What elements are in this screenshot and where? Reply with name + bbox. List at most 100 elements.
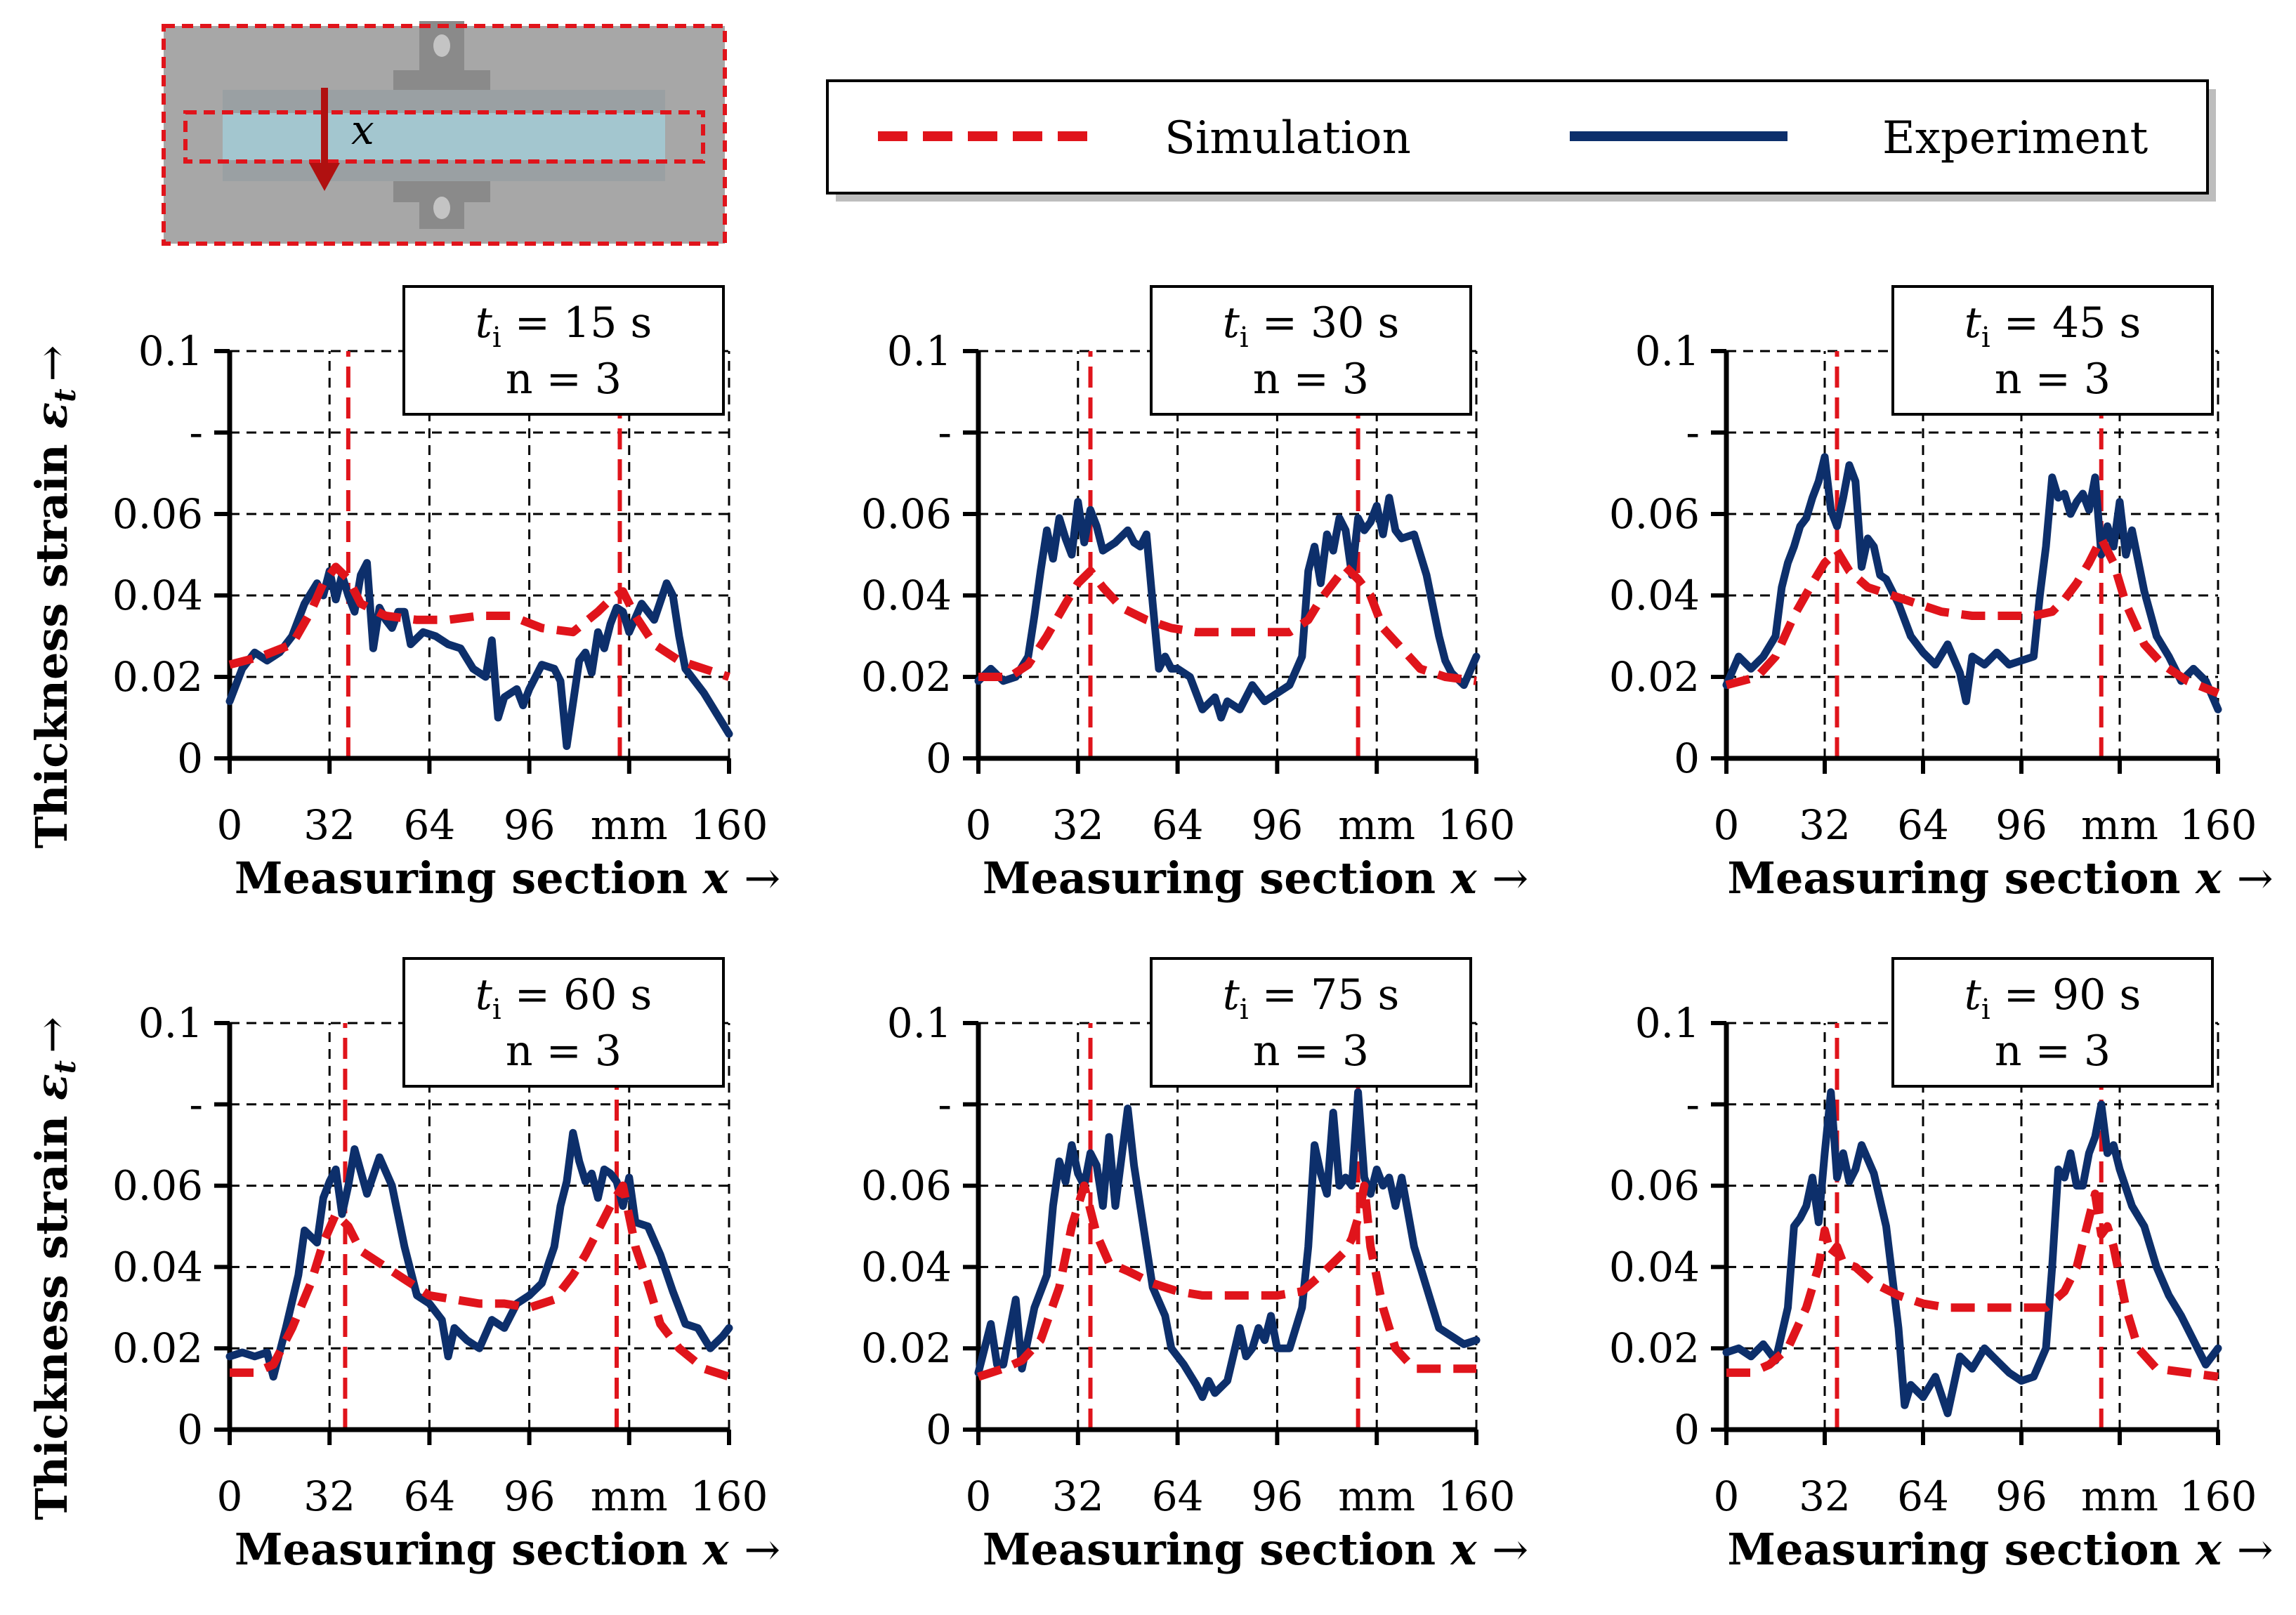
x-axis-label: Measuring section x → bbox=[983, 1524, 1528, 1575]
y-tick-label: 0 bbox=[177, 1406, 203, 1454]
time-subscript: i bbox=[1981, 994, 1990, 1026]
time-symbol: t bbox=[1964, 298, 1982, 348]
y-tick-label: - bbox=[189, 409, 203, 456]
y-tick-label: 0.04 bbox=[112, 1243, 203, 1291]
time-subscript: i bbox=[492, 994, 501, 1026]
time-symbol: t bbox=[475, 970, 493, 1020]
x-tick-label: 160 bbox=[1438, 1472, 1516, 1520]
legend: Simulation Experiment bbox=[826, 79, 2216, 202]
x-tick-label: 0 bbox=[217, 1472, 243, 1520]
x-axis-label-arrow: → bbox=[1492, 852, 1528, 904]
legend-experiment-label: Experiment bbox=[1882, 112, 2149, 164]
x-tick-label: 96 bbox=[1251, 1472, 1303, 1520]
x-tick-label: 32 bbox=[1799, 1472, 1851, 1520]
x-axis-label: Measuring section x → bbox=[983, 852, 1528, 904]
x-tick-label: 0 bbox=[217, 801, 243, 849]
x-axis-label-arrow: → bbox=[744, 1524, 780, 1575]
schematic-axis-var: x bbox=[351, 106, 374, 154]
time-value: = 75 s bbox=[1249, 970, 1400, 1020]
x-tick-label: 160 bbox=[2179, 1472, 2257, 1520]
y-tick-label: - bbox=[938, 1081, 952, 1128]
x-tick-label: mm bbox=[1338, 801, 1415, 849]
x-axis-label: Measuring section x → bbox=[235, 1524, 780, 1575]
y-axis-label-var: ε bbox=[26, 1074, 77, 1100]
x-tick-label: 0 bbox=[1714, 1472, 1740, 1520]
x-axis-label-text: Measuring section bbox=[235, 1524, 688, 1575]
experiment-series-line bbox=[225, 1128, 733, 1381]
time-label: ti = 15 s bbox=[475, 298, 652, 354]
y-tick-label: 0.06 bbox=[1609, 490, 1700, 538]
y-tick-label: 0.1 bbox=[887, 999, 952, 1047]
y-tick-label: 0.04 bbox=[861, 572, 952, 619]
time-subscript: i bbox=[1240, 322, 1249, 354]
x-tick-label: 64 bbox=[1897, 1472, 1949, 1520]
experiment-series-line bbox=[974, 1088, 1481, 1402]
x-tick-label: 0 bbox=[966, 1472, 992, 1520]
y-axis-label-text: Thickness strain bbox=[26, 444, 77, 848]
y-tick-label: 0.1 bbox=[887, 327, 952, 375]
y-tick-label: 0.06 bbox=[112, 490, 203, 538]
time-label: ti = 75 s bbox=[1223, 970, 1400, 1026]
time-value: = 60 s bbox=[501, 970, 652, 1020]
y-tick-label: 0 bbox=[926, 734, 952, 782]
x-axis-label: Measuring section x → bbox=[235, 852, 780, 904]
time-symbol: t bbox=[1964, 970, 1982, 1020]
time-label: ti = 30 s bbox=[1223, 298, 1400, 354]
y-tick-label: - bbox=[938, 409, 952, 456]
n-label: n = 3 bbox=[506, 355, 622, 404]
experiment-series-line bbox=[225, 559, 733, 751]
x-tick-label: 0 bbox=[966, 801, 992, 849]
y-axis-label: Thickness strain εt → bbox=[26, 1017, 82, 1520]
y-axis-label: Thickness strain εt → bbox=[26, 345, 82, 848]
y-tick-label: 0.04 bbox=[1609, 572, 1700, 619]
schematic-measuring-frame bbox=[183, 110, 705, 164]
x-tick-label: mm bbox=[591, 1472, 668, 1520]
time-value: = 90 s bbox=[1990, 970, 2141, 1020]
y-tick-label: 0.04 bbox=[861, 1243, 952, 1291]
x-axis-label-var: x bbox=[702, 852, 730, 904]
time-symbol: t bbox=[475, 298, 493, 348]
x-tick-label: 96 bbox=[504, 1472, 556, 1520]
experiment-series-line bbox=[1722, 1088, 2222, 1418]
info-box bbox=[1150, 285, 1472, 416]
x-axis-label: Measuring section x → bbox=[1727, 852, 2273, 904]
info-box bbox=[1891, 957, 2214, 1088]
y-tick-label: 0.06 bbox=[861, 490, 952, 538]
time-label: ti = 45 s bbox=[1964, 298, 2141, 354]
x-axis-label-var: x bbox=[1450, 852, 1478, 904]
info-box bbox=[1150, 957, 1472, 1088]
x-tick-label: mm bbox=[591, 801, 668, 849]
x-axis-label-var: x bbox=[702, 1524, 730, 1575]
y-tick-label: 0.1 bbox=[1635, 999, 1700, 1047]
x-axis-label-text: Measuring section bbox=[983, 852, 1436, 904]
y-axis-label-sub: t bbox=[48, 388, 82, 402]
y-tick-label: 0.1 bbox=[138, 327, 203, 375]
simulation-series-line bbox=[1725, 534, 2220, 697]
x-axis-label-text: Measuring section bbox=[1727, 852, 2180, 904]
y-tick-label: 0.02 bbox=[861, 653, 952, 701]
x-tick-label: 160 bbox=[690, 801, 768, 849]
x-tick-label: mm bbox=[2081, 1472, 2158, 1520]
x-axis-label: Measuring section x → bbox=[1727, 1524, 2273, 1575]
y-tick-label: 0.02 bbox=[112, 1324, 203, 1372]
y-axis-label-sub: t bbox=[48, 1060, 82, 1074]
schematic-outer-frame bbox=[162, 24, 727, 246]
simulation-series-line bbox=[228, 562, 730, 681]
x-tick-label: 160 bbox=[690, 1472, 768, 1520]
x-tick-label: 32 bbox=[1799, 801, 1851, 849]
y-tick-label: - bbox=[1686, 409, 1700, 456]
y-tick-label: 0 bbox=[177, 734, 203, 782]
n-label: n = 3 bbox=[1253, 1027, 1369, 1076]
y-tick-label: 0.06 bbox=[861, 1162, 952, 1210]
time-subscript: i bbox=[492, 322, 501, 354]
y-tick-label: 0.1 bbox=[138, 999, 203, 1047]
x-tick-label: 64 bbox=[1152, 801, 1204, 849]
x-tick-label: 160 bbox=[1438, 801, 1516, 849]
x-tick-label: 64 bbox=[403, 1472, 455, 1520]
grid bbox=[978, 1022, 1478, 1430]
y-tick-label: 0.06 bbox=[112, 1162, 203, 1210]
